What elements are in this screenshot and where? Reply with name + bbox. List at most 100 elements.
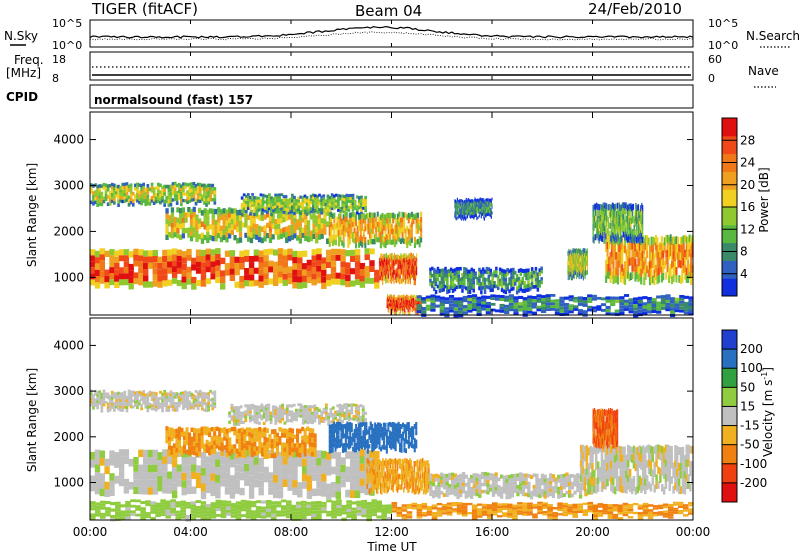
power-cell [681,244,684,252]
power-cell [585,266,586,271]
power-cell [512,275,515,280]
velocity-cell [154,395,158,399]
power-cell [446,281,449,286]
power-cell [653,277,656,286]
power-cell [345,208,349,212]
power-cell [314,200,317,204]
power-cell [326,221,330,227]
power-cell [665,294,671,298]
power-cell [630,227,632,234]
power-cell [129,200,133,205]
velocity-cell [94,479,101,487]
power-cell [453,310,459,314]
velocity-cell [248,475,255,484]
power-cell [593,218,595,225]
power-cell [403,266,405,271]
power-cell [472,205,474,209]
velocity-cell [200,467,207,476]
power-cell [472,214,474,218]
power-cell [569,258,571,263]
power-cell [652,275,655,284]
power-cell [263,261,269,268]
power-cell [453,283,457,288]
power-cell [663,261,666,269]
power-cell [274,208,278,214]
power-cell [320,218,324,224]
power-cell [512,267,515,272]
power-cell [383,253,385,259]
power-cell [187,207,191,213]
power-cell [268,220,273,227]
power-cell [393,230,396,236]
power-cell [265,204,269,208]
power-cell [486,212,488,216]
power-cell [114,256,120,263]
velocity-cell [258,487,264,496]
velocity-cell [165,439,169,444]
power-cell [595,226,598,233]
power-cell [252,233,256,239]
power-cell [359,224,362,230]
velocity-cell [115,402,118,406]
power-cell [297,205,300,209]
power-cell [466,285,470,290]
power-cell [123,249,130,256]
power-cell [94,276,101,283]
velocity-cell [99,450,105,459]
power-cell [257,196,261,200]
power-cell [390,279,393,285]
power-cell [293,233,297,239]
power-cell [532,274,536,278]
power-cell [490,212,492,216]
velocity-cell [258,412,261,416]
power-cell [168,215,172,221]
power-cell [581,254,582,260]
power-cell [601,235,604,242]
velocity-cell [157,397,160,401]
power-colorbar-swatch [722,207,737,226]
power-cell [358,214,361,220]
power-cell [171,185,175,189]
power-cell [411,294,413,297]
power-cell [364,209,367,213]
power-cell [257,225,262,232]
velocity-cell [157,403,160,407]
power-cell [293,199,296,203]
power-cell [506,283,509,288]
power-cell [392,258,394,264]
power-cell [631,242,634,250]
power-cell [393,279,395,285]
velocity-cell [167,471,173,479]
power-cell [299,211,303,215]
power-cell [568,310,574,314]
power-cell [454,212,457,216]
power-cell [278,199,282,203]
power-cell [297,282,303,289]
power-cell [189,235,194,242]
power-cell [125,198,129,202]
velocity-cell [115,392,118,396]
power-cell [662,265,665,273]
power-cell [613,252,616,260]
power-cell [400,269,403,274]
power-cell [225,220,229,226]
power-cell [674,297,680,301]
power-cell [249,237,254,244]
noise-right-label: N.Search [746,29,800,43]
power-cell [165,234,169,240]
velocity-cell [186,404,189,408]
power-cell [292,269,298,276]
power-cell [656,307,662,311]
power-cell [190,195,194,199]
power-cell [618,202,620,209]
velocity-cell [209,404,212,408]
power-cell [646,250,649,259]
power-cell [134,194,137,198]
velocity-cell [171,459,178,468]
power-cell [545,302,551,306]
velocity-cell [359,415,363,419]
power-cell [398,216,401,222]
power-cell [463,267,466,271]
velocity-cell [287,475,293,483]
power-cell [410,217,413,223]
